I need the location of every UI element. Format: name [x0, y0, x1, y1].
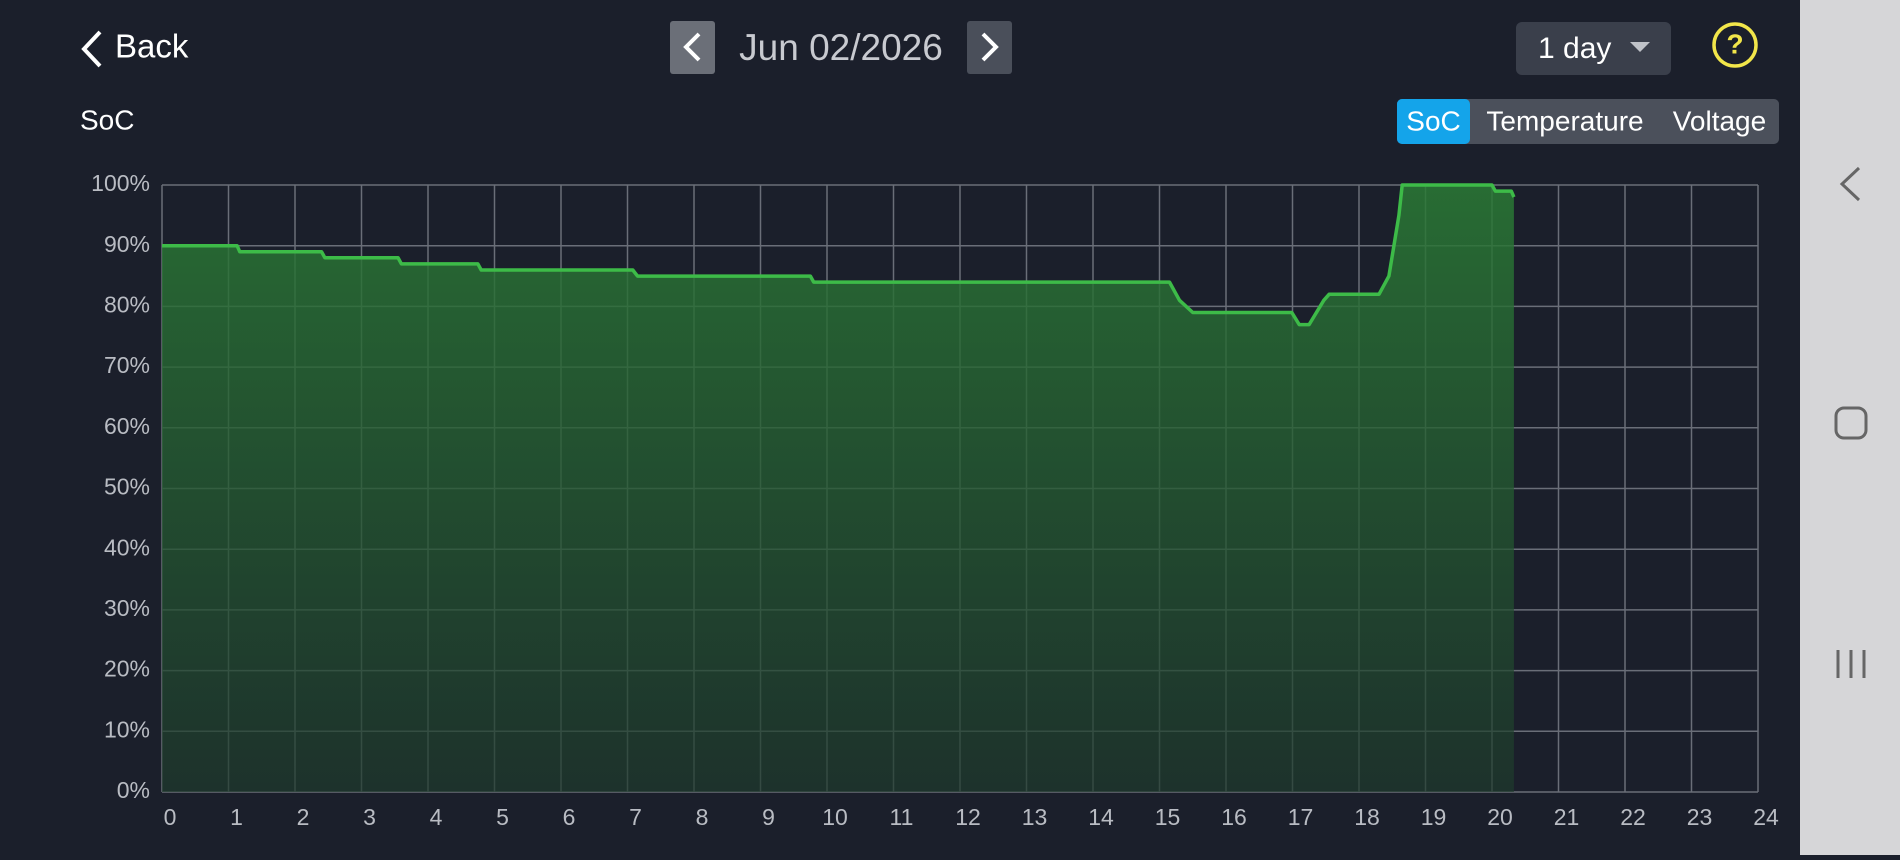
x-tick-label: 14 — [1088, 804, 1114, 830]
help-button[interactable]: ? — [1712, 22, 1758, 68]
x-tick-label: 6 — [563, 804, 576, 830]
tab-bar-bg — [1397, 99, 1779, 144]
x-tick-label: 21 — [1554, 804, 1580, 830]
prev-button-bg — [670, 21, 715, 74]
x-tick-label: 2 — [297, 804, 310, 830]
back-icon — [81, 30, 102, 68]
prev-icon — [683, 32, 701, 62]
x-tick-label: 17 — [1288, 804, 1314, 830]
nav-recents[interactable] — [1836, 650, 1866, 678]
chart: 0%10%20%30%40%50%60%70%80%90%100%0 1 2 3 4 5 6… — [91, 170, 1779, 830]
x-tick-label: 11 — [890, 804, 914, 830]
tab[interactable]: Temperature — [1486, 105, 1643, 136]
x-tick-label: 7 — [629, 804, 642, 830]
y-tick-label: 30% — [104, 595, 150, 621]
tab-label: SoC — [1406, 105, 1460, 136]
x-tick-label: 1 — [230, 804, 243, 830]
line — [162, 183, 1516, 327]
x-tick-label: 19 — [1421, 804, 1447, 830]
tab-label: Voltage — [1673, 105, 1766, 136]
x-tick-label: 22 — [1620, 804, 1646, 830]
help-icon: ? — [1726, 28, 1743, 59]
y-tick-label: 0% — [117, 777, 150, 803]
range-dropdown[interactable]: 1 day — [1516, 22, 1671, 75]
y-tick-label: 70% — [104, 352, 150, 378]
x-tick-label: 4 — [430, 804, 443, 830]
x-tick-label: 8 — [696, 804, 709, 830]
help-circle — [1712, 22, 1758, 68]
y-tick-label: 100% — [91, 170, 150, 196]
y-tick-label: 50% — [104, 474, 150, 500]
nav-home[interactable] — [1834, 406, 1868, 440]
x-tick-label: 24 — [1753, 804, 1779, 830]
y-tick-label: 40% — [104, 534, 150, 560]
x-tick-label: 5 — [496, 804, 509, 830]
tab[interactable]: SoC — [1397, 99, 1470, 144]
x-tick-label: 12 — [955, 804, 981, 830]
y-tick-label: 10% — [104, 716, 150, 742]
tab-group: SoC Temperature Voltage — [1397, 99, 1779, 144]
back-button[interactable]: Back — [81, 28, 189, 68]
next-button-bg — [967, 21, 1012, 74]
area — [162, 185, 1514, 792]
back-label: Back — [115, 28, 189, 65]
x-tick-label: 9 — [762, 804, 775, 830]
dropdown-bg — [1516, 22, 1671, 75]
y-tick-label: 60% — [104, 413, 150, 439]
y-tick-label: 90% — [104, 231, 150, 257]
y-tick-label: 80% — [104, 291, 150, 317]
dropdown-arrow — [1630, 42, 1650, 52]
x-tick-label: 13 — [1022, 804, 1048, 830]
x-tick-label: 15 — [1155, 804, 1181, 830]
x-tick-label: 16 — [1221, 804, 1247, 830]
tab-active-bg — [1397, 99, 1470, 144]
x-tick-label: 20 — [1487, 804, 1513, 830]
next-icon — [981, 32, 999, 62]
nav-bar — [1800, 0, 1900, 855]
x-tick-label: 0 — [164, 804, 177, 830]
x-tick-label: 10 — [822, 804, 848, 830]
x-tick-label: 3 — [363, 804, 376, 830]
range-label: 1 day — [1538, 32, 1611, 65]
y-tick-label: 20% — [104, 656, 150, 682]
date-label: Jun 02/2026 — [739, 27, 943, 68]
nav-back[interactable] — [1839, 166, 1861, 202]
x-tick-label: 18 — [1354, 804, 1380, 830]
next-date-button[interactable] — [967, 21, 1012, 74]
tab-label: Temperature — [1486, 105, 1643, 136]
x-tick-label: 23 — [1687, 804, 1713, 830]
chart-label: SoC — [80, 104, 134, 135]
prev-date-button[interactable] — [670, 21, 715, 74]
tab[interactable]: Voltage — [1673, 105, 1766, 136]
